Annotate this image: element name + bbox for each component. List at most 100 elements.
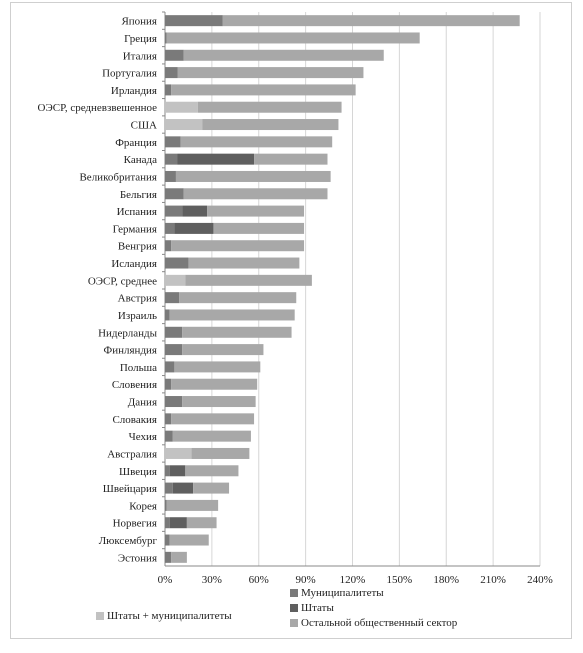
legend-swatch-states-municipalities <box>96 612 104 620</box>
category-label: ОЭСР, среднее <box>88 275 157 287</box>
category-label: Словения <box>112 379 157 391</box>
bar-segment <box>172 430 251 442</box>
legend-item-states-municipalities: Штаты + муниципалитеты <box>96 610 232 622</box>
category-label: Франция <box>115 137 157 149</box>
x-tick-label: 210% <box>480 574 506 586</box>
bar-segment <box>165 517 170 529</box>
category-label: ОЭСР, средневзвешенное <box>38 102 158 114</box>
bar-segment <box>165 396 183 408</box>
category-label: Канада <box>124 154 157 166</box>
bar-segment <box>191 447 250 459</box>
x-tick-label: 0% <box>158 574 173 586</box>
x-tick-label: 90% <box>296 574 316 586</box>
bar-segment <box>177 153 255 165</box>
bar-segment <box>165 499 167 511</box>
category-label: Нидерланды <box>98 327 158 339</box>
bar-segment <box>165 292 180 304</box>
legend-label-other-public-sector: Остальной общественный сектор <box>301 617 458 629</box>
bar-segment <box>165 447 192 459</box>
category-label: Португалия <box>102 68 157 80</box>
bar-segment <box>169 534 209 546</box>
bar-segment <box>182 205 208 217</box>
bar-segment <box>165 551 172 563</box>
category-label: Корея <box>129 500 157 512</box>
bar-segment <box>213 222 305 234</box>
category-label: Польша <box>120 362 157 374</box>
bar-segment <box>177 67 364 79</box>
bar-segment <box>169 309 295 321</box>
legend-label-municipalities: Муниципалитеты <box>301 587 384 599</box>
category-label: Исландия <box>111 258 157 270</box>
category-label: Швейцария <box>103 483 157 495</box>
bar-segment <box>165 344 183 356</box>
bar-segment <box>165 240 172 252</box>
category-label: Ирландия <box>111 85 157 97</box>
bar-segment <box>165 49 184 61</box>
category-label: Финляндия <box>104 345 157 357</box>
bar-segment <box>202 119 339 131</box>
x-tick-label: 180% <box>433 574 459 586</box>
chart-frame <box>10 2 572 639</box>
category-label: Япония <box>121 16 157 28</box>
legend-label-states-municipalities: Штаты + муниципалитеты <box>107 610 232 622</box>
bar-segment <box>165 274 186 286</box>
bar-segment <box>182 344 264 356</box>
bar-segment <box>171 240 305 252</box>
bar-segment <box>180 136 333 148</box>
category-label: Чехия <box>129 431 157 443</box>
bar-segment <box>207 205 305 217</box>
bar-segment <box>165 136 181 148</box>
category-label: Греция <box>124 33 157 45</box>
bar-segment <box>197 101 342 113</box>
bar-segment <box>179 292 297 304</box>
category-label: США <box>131 120 157 132</box>
bar-segment <box>171 378 258 390</box>
x-tick-label: 240% <box>527 574 553 586</box>
category-label: Дания <box>128 397 157 409</box>
bar-segment <box>171 551 187 563</box>
bar-segment <box>165 482 173 494</box>
bar-segment <box>165 170 176 182</box>
legend-swatch-states <box>290 604 298 612</box>
x-tick-label: 30% <box>202 574 222 586</box>
category-label: Словакия <box>112 414 157 426</box>
category-label: Венгрия <box>118 241 157 253</box>
bar-segment <box>171 84 356 96</box>
bar-segment <box>165 153 178 165</box>
bar-segment <box>166 32 420 44</box>
bar-segment <box>254 153 328 165</box>
category-label: Швеция <box>119 466 157 478</box>
x-tick-label: 150% <box>387 574 413 586</box>
bar-segment <box>165 15 223 27</box>
legend-label-states: Штаты <box>301 602 334 614</box>
bar-segment <box>174 222 214 234</box>
category-label: Норвегия <box>113 518 157 530</box>
bar-segment <box>172 482 194 494</box>
bar-segment <box>186 517 217 529</box>
category-label: Австрия <box>118 293 157 305</box>
bar-segment <box>165 534 170 546</box>
bar-segment <box>188 257 300 269</box>
bar-segment <box>182 326 292 338</box>
bar-segment <box>165 309 170 321</box>
bar-segment <box>165 378 172 390</box>
legend-swatch-other-public-sector <box>290 619 298 627</box>
bar-segment <box>222 15 520 27</box>
bar-segment <box>165 101 198 113</box>
bar-segment <box>182 396 256 408</box>
category-label: Италия <box>123 50 157 62</box>
category-label: Бельгия <box>120 189 157 201</box>
category-label: Испания <box>117 206 157 218</box>
legend-item-municipalities: Муниципалитеты <box>290 587 384 599</box>
bar-segment <box>165 413 172 425</box>
bar-segment <box>171 413 255 425</box>
bar-segment <box>165 32 167 44</box>
bar-segment <box>169 517 187 529</box>
bar-segment <box>165 84 172 96</box>
bar-segment <box>165 257 189 269</box>
bar-segment <box>193 482 230 494</box>
bar-segment <box>165 67 178 79</box>
x-tick-label: 120% <box>340 574 366 586</box>
bar-segment <box>169 465 186 477</box>
